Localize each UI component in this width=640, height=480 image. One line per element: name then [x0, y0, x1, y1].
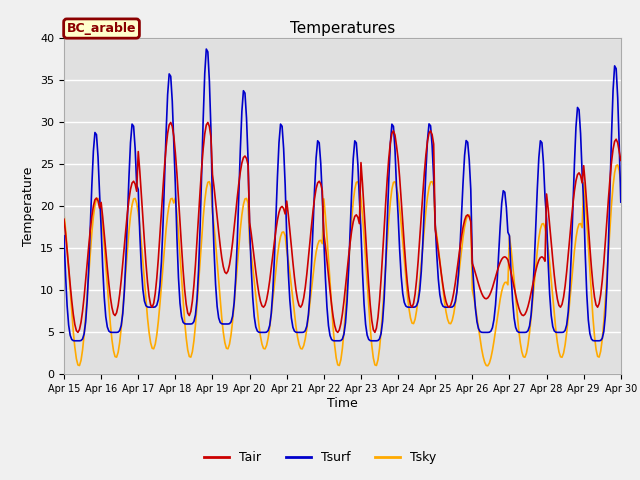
Y-axis label: Temperature: Temperature — [22, 167, 35, 246]
Legend: Tair, Tsurf, Tsky: Tair, Tsurf, Tsky — [198, 446, 442, 469]
Title: Temperatures: Temperatures — [290, 21, 395, 36]
Text: BC_arable: BC_arable — [67, 22, 136, 35]
X-axis label: Time: Time — [327, 397, 358, 410]
